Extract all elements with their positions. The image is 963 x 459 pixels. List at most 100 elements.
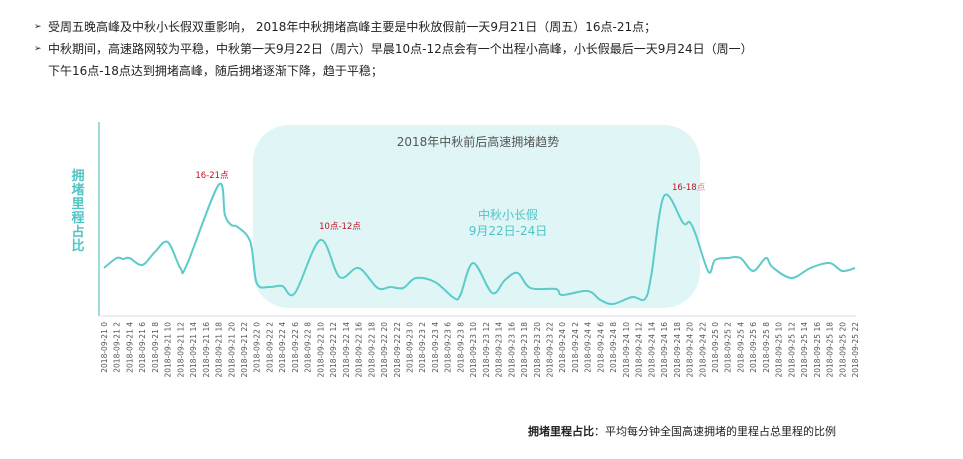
x-tick-label: 2018-09-22 0 — [253, 322, 262, 373]
data-point — [790, 277, 793, 280]
data-point — [230, 224, 233, 227]
data-point — [586, 290, 589, 293]
data-point — [707, 271, 710, 274]
data-point — [713, 259, 716, 262]
x-tick-label: 2018-09-24 4 — [584, 322, 593, 373]
x-tick-label: 2018-09-21 12 — [176, 322, 185, 378]
x-tick-label: 2018-09-23 10 — [469, 322, 478, 378]
bullet-2: ➢ 中秋期间，高速路网较为平稳，中秋第一天9月22日（周六）早晨10点-12点会… — [34, 38, 753, 60]
data-point — [663, 195, 666, 198]
x-tick-label: 2018-09-21 0 — [100, 322, 109, 373]
data-point — [764, 257, 767, 260]
data-point — [771, 266, 774, 269]
data-point — [491, 292, 494, 295]
annotation-mon-peak: 16-18点 — [672, 183, 706, 193]
arrow-bullet-icon: ➢ — [34, 44, 42, 54]
data-point — [643, 298, 646, 301]
x-tick-label: 2018-09-25 16 — [813, 322, 822, 378]
x-tick-label: 2018-09-24 18 — [673, 322, 682, 378]
x-tick-label: 2018-09-23 4 — [431, 322, 440, 373]
data-point — [739, 257, 742, 260]
x-tick-label: 2018-09-24 2 — [571, 322, 580, 373]
summary-bullets: ➢ 受周五晚高峰及中秋小长假双重影响， 2018年中秋拥堵高峰主要是中秋放假前一… — [34, 16, 753, 82]
series-line — [103, 182, 856, 306]
x-tick-label: 2018-09-24 6 — [596, 322, 605, 373]
x-tick-label: 2018-09-23 6 — [444, 322, 453, 373]
data-point — [841, 270, 844, 273]
x-tick-label: 2018-09-21 8 — [151, 322, 160, 373]
x-tick-label: 2018-09-25 12 — [787, 322, 796, 378]
x-tick-label: 2018-09-22 22 — [393, 322, 402, 378]
data-point — [414, 277, 417, 280]
data-point — [223, 214, 226, 217]
data-point — [612, 303, 615, 306]
bullet-text: 受周五晚高峰及中秋小长假双重影响， 2018年中秋拥堵高峰主要是中秋放假前一天9… — [48, 20, 657, 34]
data-point — [293, 292, 296, 295]
x-tick-label: 2018-09-22 20 — [380, 322, 389, 378]
data-point — [561, 294, 564, 297]
x-tick-label: 2018-09-23 8 — [456, 322, 465, 373]
data-point — [682, 222, 685, 225]
annotation-fri-peak: 16-21点 — [195, 171, 229, 181]
data-point — [631, 296, 634, 299]
data-point — [554, 288, 557, 291]
x-tick-label: 2018-09-23 14 — [495, 322, 504, 378]
bullet-text: 中秋期间，高速路网较为平稳，中秋第一天9月22日（周六）早晨10点-12点会有一… — [48, 42, 753, 56]
data-point — [236, 226, 239, 229]
x-tick-label: 2018-09-21 2 — [113, 322, 122, 373]
footer-definition: 拥堵里程占比：平均每分钟全国高速拥堵的里程占总里程的比例 — [528, 423, 836, 439]
y-axis-label: 拥堵里程占比 — [71, 168, 84, 254]
x-tick-label: 2018-09-24 12 — [635, 322, 644, 378]
data-point — [529, 287, 532, 290]
data-point — [688, 221, 691, 224]
x-tick-label: 2018-09-25 22 — [851, 322, 860, 378]
data-point — [752, 270, 755, 273]
data-point — [599, 299, 602, 302]
x-tick-label: 2018-09-21 6 — [138, 322, 147, 373]
data-point — [179, 267, 182, 270]
x-tick-label: 2018-09-22 10 — [316, 322, 325, 378]
annotation-sat-peak: 10点-12点 — [319, 222, 361, 232]
data-point — [185, 264, 188, 267]
x-tick-label: 2018-09-23 2 — [418, 322, 427, 373]
x-tick-label: 2018-09-24 20 — [686, 322, 695, 378]
data-point — [694, 234, 697, 237]
x-tick-label: 2018-09-23 12 — [482, 322, 491, 378]
data-point — [453, 297, 456, 300]
x-tick-label: 2018-09-23 18 — [520, 322, 529, 378]
data-point — [166, 241, 169, 244]
data-point — [472, 262, 475, 265]
data-point — [249, 241, 252, 244]
x-tick-label: 2018-09-22 18 — [367, 322, 376, 378]
data-point — [338, 276, 341, 279]
x-tick-label: 2018-09-21 22 — [240, 322, 249, 378]
x-tick-label: 2018-09-25 4 — [736, 322, 745, 373]
data-point — [128, 257, 131, 260]
arrow-bullet-icon: ➢ — [34, 22, 42, 32]
x-tick-label: 2018-09-25 20 — [838, 322, 847, 378]
x-tick-label: 2018-09-24 10 — [622, 322, 631, 378]
data-point — [268, 286, 271, 289]
data-point — [281, 285, 284, 288]
x-tick-label: 2018-09-22 14 — [342, 322, 351, 378]
x-tick-label: 2018-09-25 10 — [775, 322, 784, 378]
data-point — [319, 239, 322, 242]
x-tick-label: 2018-09-25 0 — [711, 322, 720, 373]
x-tick-label: 2018-09-24 14 — [647, 322, 656, 378]
x-tick-label: 2018-09-25 6 — [749, 322, 758, 373]
x-tick-label: 2018-09-22 16 — [355, 322, 364, 378]
x-tick-label: 2018-09-22 4 — [278, 322, 287, 373]
footer-definition-text: ：平均每分钟全国高速拥堵的里程占总里程的比例 — [594, 425, 836, 438]
holiday-label-line2: 9月22日-24日 — [469, 224, 548, 238]
data-point — [459, 294, 462, 297]
x-tick-label: 2018-09-21 20 — [227, 322, 236, 378]
data-point — [217, 184, 220, 187]
data-point — [103, 267, 106, 270]
data-point — [389, 286, 392, 289]
holiday-highlight-box — [253, 125, 700, 308]
x-tick-label: 2018-09-23 0 — [405, 322, 414, 373]
x-tick-label: 2018-09-23 22 — [546, 322, 555, 378]
x-tick-label: 2018-09-21 18 — [215, 322, 224, 378]
x-tick-label: 2018-09-22 8 — [304, 322, 313, 373]
